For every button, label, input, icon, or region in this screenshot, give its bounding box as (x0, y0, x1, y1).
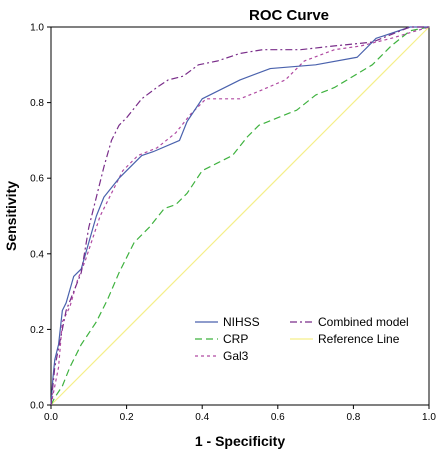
y-tick-label: 0.6 (30, 174, 44, 185)
series-line-reference-line (50, 26, 430, 406)
chart-title: ROC Curve (249, 7, 329, 24)
y-tick-label: 0.8 (30, 98, 44, 109)
legend: NIHSS CRP Gal3 Combined model Reference Line (195, 315, 409, 363)
y-tick-label: 0.0 (30, 401, 44, 412)
y-tick-label: 0.4 (30, 249, 44, 260)
series-line-crp (50, 26, 430, 406)
y-tick-label: 1.0 (30, 23, 44, 34)
plot-frame (50, 26, 430, 406)
series-line-nihss (50, 26, 429, 406)
x-tick-label: 0.0 (44, 412, 58, 423)
legend-label-reference-line: Reference Line (318, 332, 400, 346)
y-tick-label: 0.2 (30, 325, 44, 336)
x-tick-label: 0.8 (346, 412, 360, 423)
x-axis-label: 1 - Specificity (195, 433, 285, 449)
ticks-layer: 0.0 0.2 0.4 0.6 0.8 1.0 0.0 0.2 0.4 0.6 0.8 1.0 (30, 23, 436, 424)
legend-label-combined-model: Combined model (318, 315, 409, 329)
x-tick-label: 0.4 (195, 412, 209, 423)
legend-label-nihss: NIHSS (223, 315, 260, 329)
y-axis-label: Sensitivity (3, 181, 19, 251)
x-tick-label: 0.2 (120, 412, 134, 423)
plot-area (50, 26, 430, 406)
series-layer (50, 26, 430, 406)
x-tick-label: 1.0 (422, 412, 436, 423)
legend-label-gal3: Gal3 (223, 349, 249, 363)
legend-label-crp: CRP (223, 332, 248, 346)
x-tick-label: 0.6 (271, 412, 285, 423)
series-line-gal3 (50, 26, 430, 406)
